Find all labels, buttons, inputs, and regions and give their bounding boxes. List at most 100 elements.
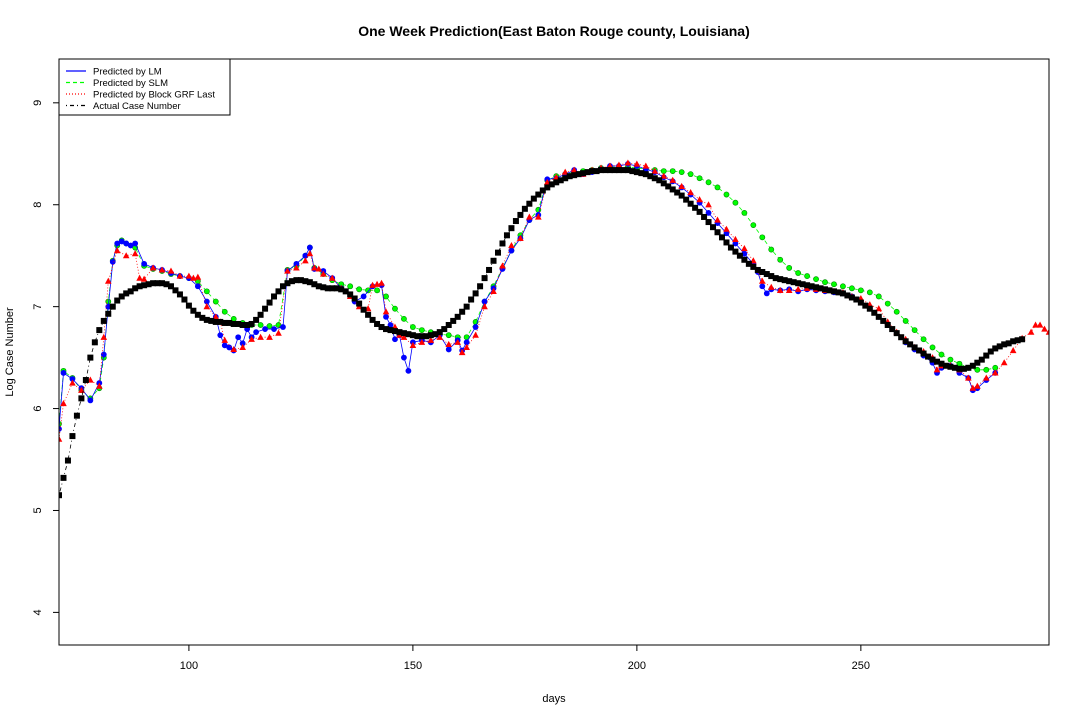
data-point xyxy=(907,341,914,348)
data-point xyxy=(790,279,797,286)
data-point xyxy=(969,384,977,391)
data-point xyxy=(360,293,367,300)
data-point xyxy=(951,364,958,371)
data-point xyxy=(665,183,672,190)
legend-label: Actual Case Number xyxy=(93,101,181,112)
x-axis-label: days xyxy=(542,693,566,705)
data-point xyxy=(929,356,936,363)
data-point xyxy=(642,171,649,178)
data-point xyxy=(257,311,264,318)
data-point xyxy=(369,316,376,323)
data-point xyxy=(925,353,932,360)
data-point xyxy=(441,326,448,333)
data-point xyxy=(141,282,148,289)
data-point xyxy=(808,283,815,290)
data-point xyxy=(651,175,658,182)
data-point xyxy=(338,286,345,293)
data-point xyxy=(795,270,802,276)
data-point xyxy=(347,291,354,298)
data-point xyxy=(920,350,927,357)
data-point xyxy=(374,287,380,294)
data-point xyxy=(463,343,470,351)
data-point xyxy=(185,272,193,279)
data-point xyxy=(293,264,300,271)
data-point xyxy=(275,329,282,336)
data-point xyxy=(539,187,546,194)
data-point xyxy=(934,358,941,365)
data-point xyxy=(217,318,224,325)
data-point xyxy=(481,303,488,310)
data-point xyxy=(311,264,318,271)
data-point xyxy=(409,341,417,348)
data-point xyxy=(741,256,748,263)
data-point xyxy=(920,336,927,343)
data-point xyxy=(785,286,793,293)
y-tick-label: 6 xyxy=(32,405,44,411)
data-point xyxy=(378,279,385,286)
data-point xyxy=(723,191,730,198)
data-point xyxy=(1019,336,1026,343)
data-point xyxy=(548,181,555,188)
data-point xyxy=(427,336,435,343)
data-point xyxy=(342,288,349,295)
data-point xyxy=(776,286,784,293)
data-point xyxy=(589,168,596,175)
data-point xyxy=(889,326,896,333)
data-point xyxy=(786,278,793,285)
data-point xyxy=(535,213,542,220)
data-point xyxy=(593,168,600,175)
data-point xyxy=(248,320,255,327)
data-point xyxy=(208,317,215,324)
data-point xyxy=(831,281,837,288)
data-point xyxy=(244,321,251,328)
data-point xyxy=(759,277,766,284)
data-point xyxy=(73,412,80,419)
data-point xyxy=(982,374,990,381)
data-point xyxy=(69,379,76,386)
data-point xyxy=(978,356,985,363)
data-point xyxy=(804,282,811,289)
data-point xyxy=(598,167,605,174)
data-point xyxy=(732,248,739,255)
data-point xyxy=(275,288,282,295)
data-point xyxy=(445,340,453,347)
data-point xyxy=(123,290,130,297)
data-point xyxy=(221,319,228,326)
data-point xyxy=(405,367,412,374)
data-point xyxy=(974,366,981,373)
data-point xyxy=(136,283,143,290)
data-point xyxy=(458,349,466,356)
data-point xyxy=(826,287,833,294)
data-point xyxy=(418,327,425,333)
data-point xyxy=(624,167,631,174)
data-point xyxy=(875,293,882,300)
data-point xyxy=(490,257,497,264)
data-point xyxy=(526,200,533,207)
data-point xyxy=(248,335,255,342)
data-point xyxy=(64,457,71,464)
data-point xyxy=(176,272,184,279)
data-point xyxy=(266,323,273,329)
data-point xyxy=(445,332,452,339)
data-point xyxy=(853,296,860,303)
data-point xyxy=(754,266,761,273)
data-point xyxy=(91,339,98,346)
data-point xyxy=(100,333,108,340)
data-point xyxy=(638,170,645,177)
data-point xyxy=(750,263,757,270)
data-point xyxy=(297,277,304,284)
data-point xyxy=(902,338,909,345)
data-point xyxy=(723,239,730,246)
x-tick-label: 250 xyxy=(852,660,870,672)
data-point xyxy=(561,168,569,175)
data-point xyxy=(835,289,842,296)
data-point xyxy=(392,336,398,343)
data-point xyxy=(732,199,739,206)
data-point xyxy=(822,279,828,286)
data-point xyxy=(127,288,134,295)
data-point xyxy=(136,274,143,281)
data-point xyxy=(405,331,412,338)
data-point xyxy=(293,277,300,284)
data-point xyxy=(271,326,277,332)
